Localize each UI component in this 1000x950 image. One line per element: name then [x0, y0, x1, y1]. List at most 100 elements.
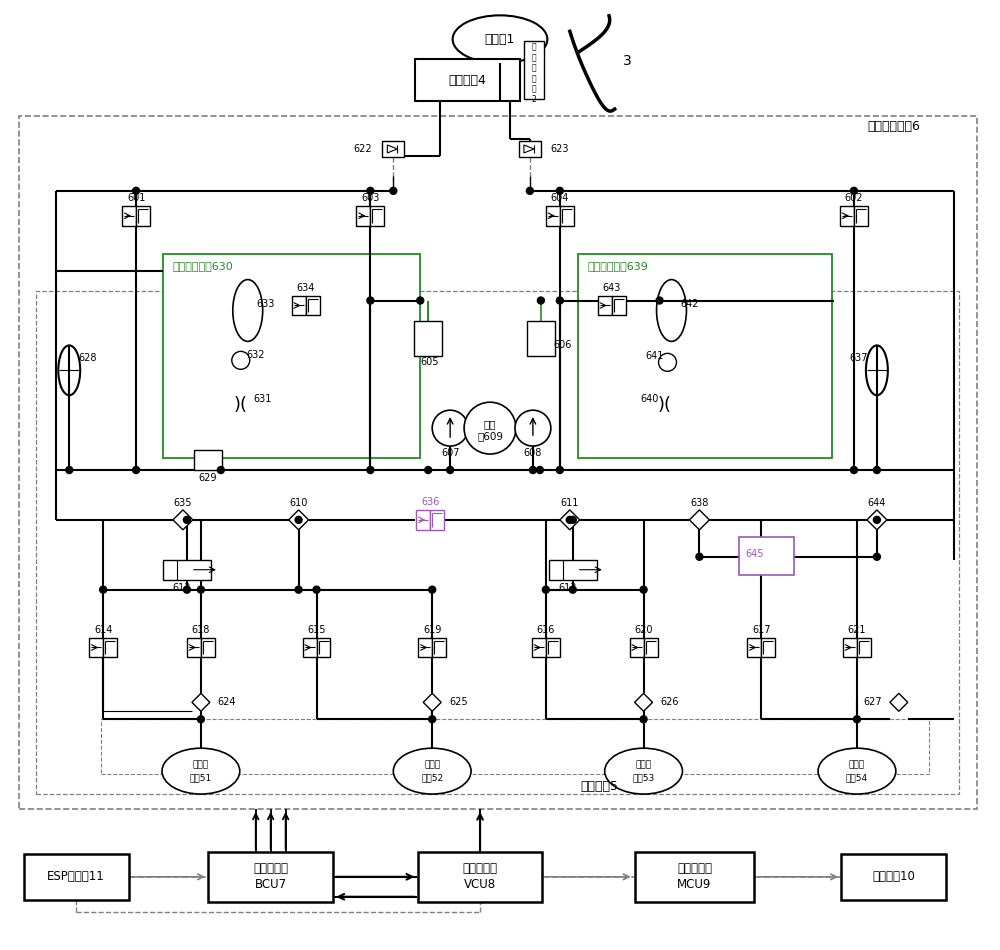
- Ellipse shape: [866, 346, 888, 395]
- Text: 641: 641: [645, 352, 664, 361]
- Bar: [370, 206, 384, 226]
- Text: 625: 625: [449, 697, 468, 708]
- Ellipse shape: [162, 749, 240, 794]
- Text: 制动主缸4: 制动主缸4: [448, 74, 486, 86]
- Text: 611: 611: [561, 498, 579, 508]
- Text: 607: 607: [441, 448, 459, 458]
- Bar: [136, 206, 150, 226]
- Circle shape: [566, 517, 573, 523]
- Polygon shape: [867, 510, 887, 530]
- Polygon shape: [689, 510, 709, 530]
- Text: 644: 644: [868, 498, 886, 508]
- Text: 电机控制器: 电机控制器: [677, 863, 712, 875]
- Polygon shape: [289, 510, 309, 530]
- Text: 左前轮: 左前轮: [424, 761, 440, 770]
- Text: 左后轮: 左后轮: [849, 761, 865, 770]
- Polygon shape: [192, 694, 210, 712]
- Circle shape: [556, 297, 563, 304]
- Bar: [19, 116, 977, 809]
- Circle shape: [556, 466, 563, 473]
- Circle shape: [217, 466, 224, 473]
- Bar: [430, 510, 444, 530]
- Bar: [201, 637, 215, 657]
- Text: 右前轮: 右前轮: [636, 761, 652, 770]
- Text: 602: 602: [845, 193, 863, 202]
- Text: 驱动电机10: 驱动电机10: [872, 870, 915, 884]
- Text: 机609: 机609: [477, 431, 503, 441]
- Circle shape: [526, 187, 533, 195]
- Text: 603: 603: [361, 193, 380, 202]
- Text: 617: 617: [752, 624, 770, 635]
- Bar: [418, 852, 542, 902]
- Text: )(: )(: [658, 396, 672, 414]
- Bar: [644, 637, 658, 657]
- Bar: [857, 637, 871, 657]
- Ellipse shape: [657, 279, 686, 341]
- Bar: [122, 206, 136, 226]
- Circle shape: [367, 297, 374, 304]
- Text: 643: 643: [602, 282, 621, 293]
- Text: 623: 623: [551, 144, 569, 154]
- Text: 泵电: 泵电: [484, 419, 496, 429]
- Bar: [843, 637, 857, 657]
- Ellipse shape: [58, 346, 80, 395]
- Text: 621: 621: [848, 624, 866, 635]
- Ellipse shape: [233, 279, 263, 341]
- Bar: [546, 637, 560, 657]
- Bar: [163, 254, 420, 458]
- Text: 645: 645: [745, 549, 764, 559]
- Bar: [303, 637, 317, 657]
- Text: 轮缸52: 轮缸52: [421, 773, 443, 783]
- Polygon shape: [524, 145, 534, 153]
- Bar: [630, 637, 644, 657]
- Text: 635: 635: [174, 498, 192, 508]
- Bar: [306, 295, 320, 315]
- Circle shape: [569, 517, 576, 523]
- Circle shape: [367, 187, 374, 195]
- Bar: [317, 637, 330, 657]
- Text: VCU8: VCU8: [464, 879, 496, 891]
- Ellipse shape: [818, 749, 896, 794]
- Text: 616: 616: [537, 624, 555, 635]
- Circle shape: [133, 187, 140, 195]
- Text: 整车控制器: 整车控制器: [463, 863, 498, 875]
- Text: 605: 605: [420, 357, 439, 368]
- Text: 真
空
助
力
器
2: 真 空 助 力 器 2: [532, 43, 536, 104]
- Bar: [739, 537, 794, 575]
- Circle shape: [197, 586, 204, 593]
- Text: 627: 627: [863, 697, 882, 708]
- Text: 制动控制器: 制动控制器: [253, 863, 288, 875]
- Bar: [549, 560, 597, 580]
- Text: 622: 622: [354, 144, 372, 154]
- Text: 638: 638: [690, 498, 709, 508]
- Bar: [187, 637, 201, 657]
- Circle shape: [850, 466, 857, 473]
- Text: MCU9: MCU9: [677, 879, 712, 891]
- Polygon shape: [890, 694, 908, 712]
- Circle shape: [853, 715, 860, 723]
- Bar: [578, 254, 832, 458]
- Text: 631: 631: [254, 394, 272, 404]
- Circle shape: [696, 553, 703, 560]
- Text: 第一液压支路630: 第一液压支路630: [173, 260, 234, 271]
- Circle shape: [556, 187, 563, 195]
- Text: 618: 618: [192, 624, 210, 635]
- Bar: [292, 295, 306, 315]
- Bar: [524, 41, 544, 99]
- Circle shape: [464, 402, 516, 454]
- Bar: [208, 852, 333, 902]
- Polygon shape: [387, 145, 397, 153]
- Text: 633: 633: [256, 298, 275, 309]
- Bar: [854, 206, 868, 226]
- Bar: [163, 560, 211, 580]
- Bar: [841, 854, 946, 900]
- Circle shape: [417, 297, 424, 304]
- Text: 606: 606: [554, 340, 572, 351]
- Text: 轮缸51: 轮缸51: [190, 773, 212, 783]
- Ellipse shape: [453, 15, 547, 64]
- Text: 628: 628: [78, 353, 96, 363]
- Text: )(: )(: [234, 396, 248, 414]
- Circle shape: [66, 466, 73, 473]
- Bar: [415, 59, 520, 101]
- Circle shape: [183, 517, 190, 523]
